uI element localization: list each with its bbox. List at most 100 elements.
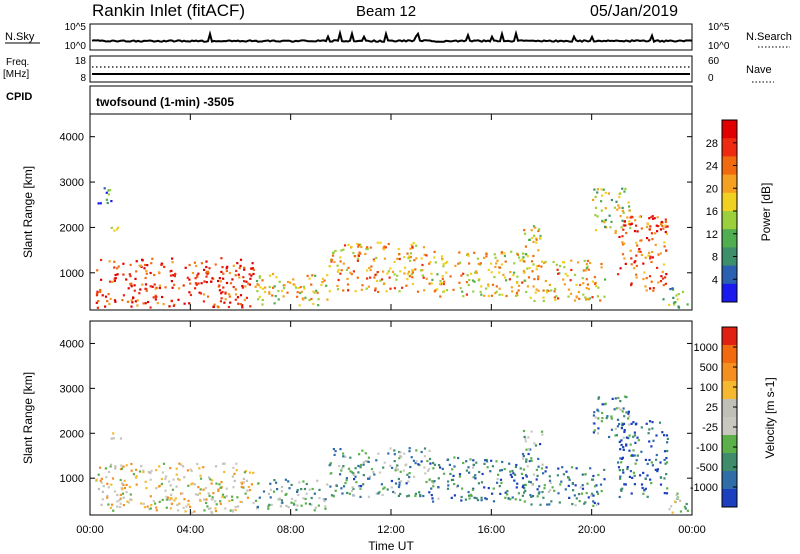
data-cell	[194, 277, 197, 280]
data-cell	[397, 485, 401, 489]
data-cell	[189, 293, 192, 297]
data-cell	[237, 505, 240, 508]
data-cell	[634, 219, 637, 222]
data-cell	[436, 273, 439, 276]
data-cell	[511, 290, 514, 293]
data-cell	[480, 285, 483, 288]
data-cell	[524, 245, 528, 248]
data-cell	[621, 235, 624, 238]
data-cell	[398, 450, 401, 454]
data-cell	[366, 247, 369, 251]
data-cell	[620, 461, 623, 464]
data-cell	[597, 397, 600, 400]
colorbar-tick-label: 12	[706, 229, 718, 241]
data-cell	[160, 262, 163, 265]
data-cell	[367, 460, 370, 463]
data-cell	[634, 462, 637, 465]
data-cell	[522, 429, 526, 433]
data-cell	[663, 492, 666, 495]
data-cell	[597, 473, 600, 477]
data-cell	[500, 263, 503, 266]
data-cell	[516, 294, 519, 297]
data-cell	[120, 486, 123, 490]
data-cell	[433, 290, 436, 293]
data-cell	[531, 236, 534, 240]
data-cell	[281, 289, 284, 293]
data-cell	[626, 216, 629, 219]
data-cell	[340, 249, 343, 252]
data-cell	[503, 254, 506, 258]
data-cell	[407, 494, 411, 497]
data-cell	[593, 422, 596, 425]
x-tick-label: 04:00	[177, 524, 205, 536]
data-cell	[473, 496, 476, 499]
data-cell	[596, 492, 600, 496]
data-cell	[487, 268, 490, 271]
data-cell	[104, 295, 108, 298]
data-cell	[164, 489, 167, 492]
data-cell	[278, 280, 281, 283]
data-cell	[303, 487, 307, 491]
data-cell	[367, 456, 370, 459]
data-cell	[570, 268, 573, 272]
data-cell	[387, 452, 390, 455]
data-cell	[584, 269, 587, 272]
data-cell	[99, 290, 102, 293]
data-cell	[652, 289, 655, 292]
data-cell	[412, 459, 415, 462]
data-cell	[188, 291, 191, 294]
data-cell	[116, 505, 119, 508]
data-cell	[119, 493, 122, 496]
cpid-text: twofsound (1-min) -3505	[96, 95, 234, 109]
data-cell	[501, 293, 504, 296]
data-cell	[128, 485, 131, 489]
data-cell	[496, 477, 499, 481]
data-cell	[177, 477, 180, 481]
data-cell	[107, 193, 110, 196]
velocity-cbar-label: Velocity [m s-1]	[763, 377, 777, 458]
data-cell	[387, 242, 390, 246]
data-cell	[129, 275, 132, 278]
data-cell	[331, 254, 335, 257]
data-cell	[325, 284, 328, 287]
data-cell	[441, 258, 444, 261]
data-cell	[549, 481, 552, 484]
data-cell	[389, 267, 392, 270]
colorbar-tick-label: 4	[712, 274, 718, 286]
data-cell	[666, 437, 669, 440]
data-cell	[619, 457, 622, 460]
data-cell	[162, 462, 166, 465]
data-cell	[165, 495, 168, 498]
data-cell	[522, 256, 525, 259]
data-cell	[416, 290, 420, 293]
data-cell	[288, 487, 291, 490]
data-cell	[524, 483, 527, 486]
data-cell	[618, 206, 621, 209]
data-cell	[106, 201, 109, 205]
data-cell	[487, 294, 490, 298]
data-cell	[298, 481, 301, 484]
data-cell	[107, 189, 110, 192]
data-cell	[196, 462, 199, 466]
data-cell	[174, 497, 177, 500]
data-cell	[500, 481, 503, 484]
data-cell	[373, 276, 376, 279]
data-cell	[663, 477, 666, 480]
data-cell	[662, 263, 666, 266]
data-cell	[359, 252, 362, 255]
data-cell	[592, 198, 595, 201]
data-cell	[630, 422, 633, 425]
data-cell	[595, 503, 599, 506]
data-cell	[517, 284, 521, 287]
data-cell	[619, 215, 622, 218]
data-cell	[409, 465, 412, 469]
data-cell	[197, 282, 200, 285]
data-cell	[552, 260, 555, 264]
data-cell	[600, 200, 603, 203]
data-cell	[585, 262, 588, 266]
data-cell	[96, 269, 99, 272]
data-cell	[623, 429, 626, 432]
data-cell	[224, 298, 227, 301]
data-cell	[362, 461, 365, 464]
